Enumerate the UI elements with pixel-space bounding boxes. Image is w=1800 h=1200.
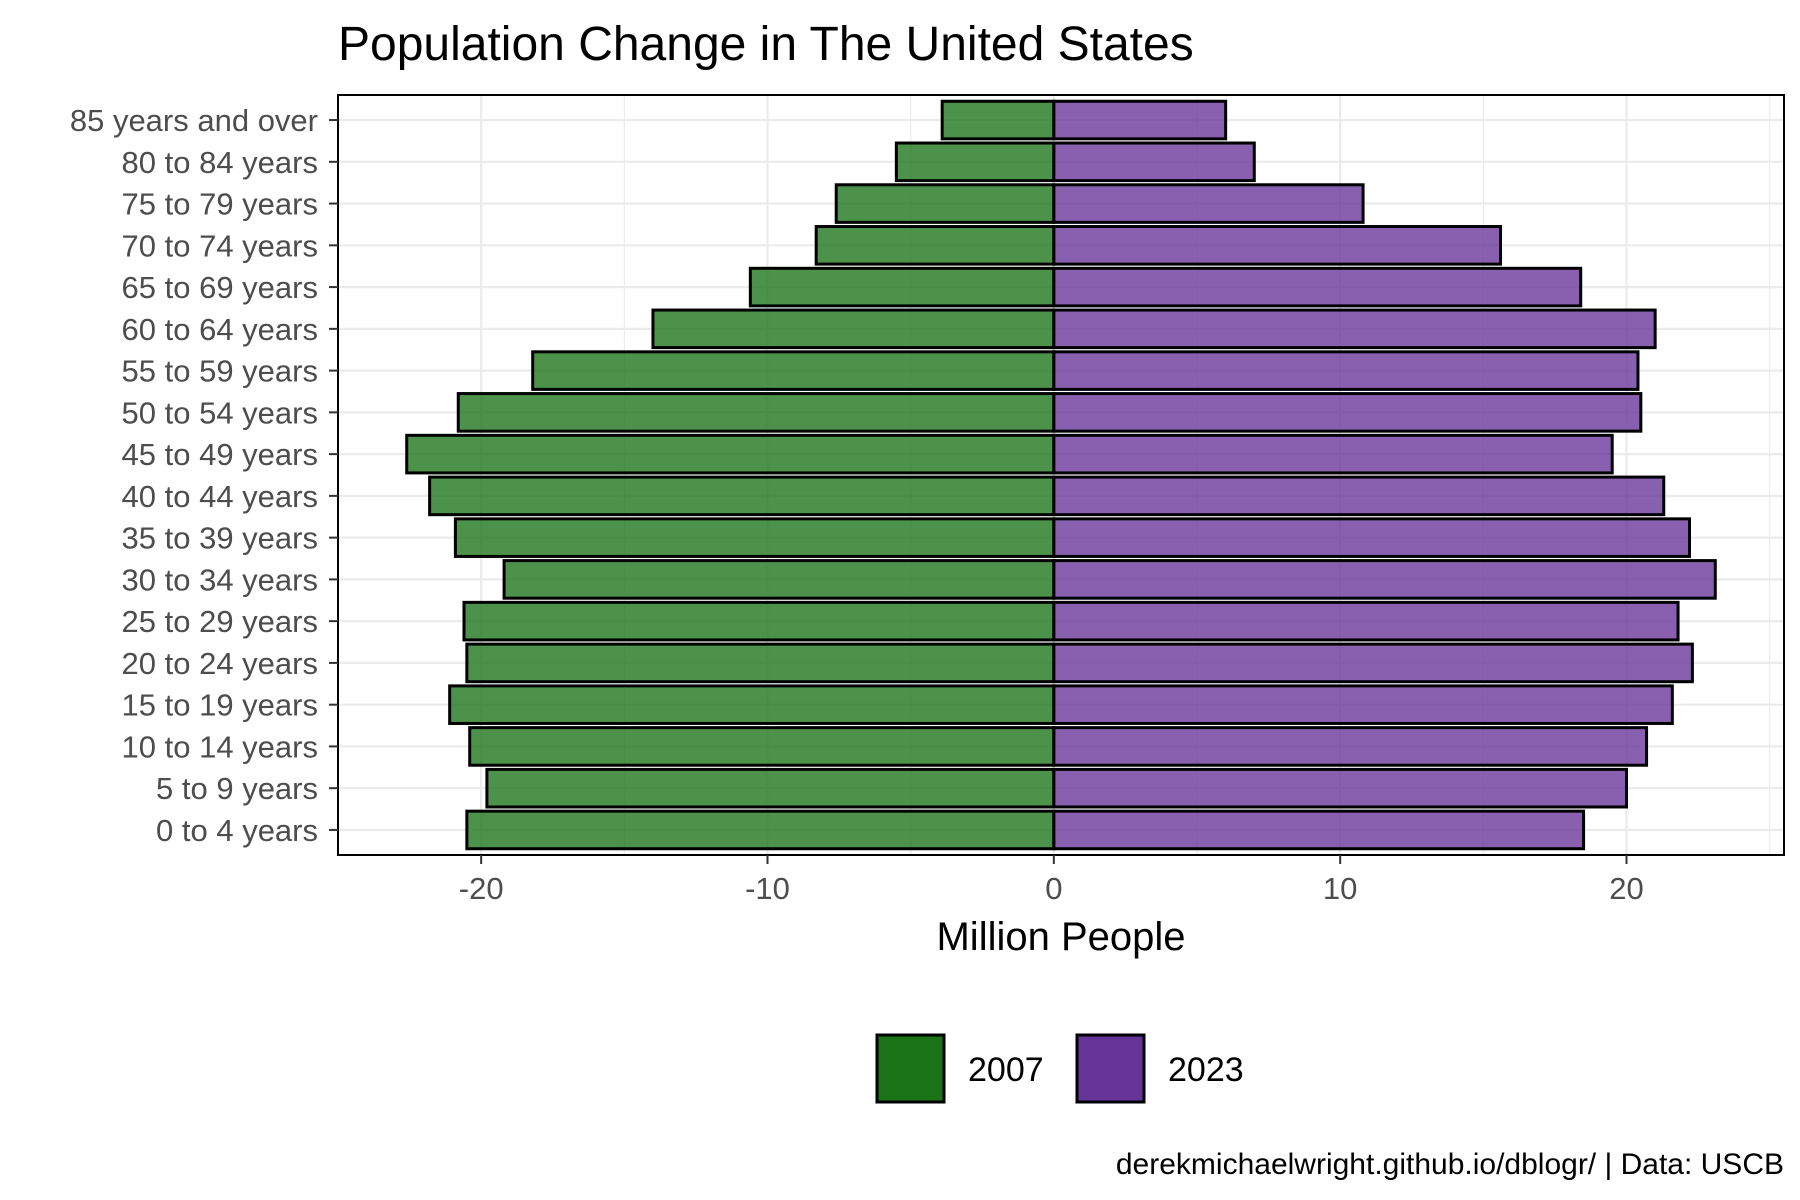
y-tick-label: 45 to 49 years — [122, 437, 318, 472]
bar-2023-30-to-34-years — [1052, 559, 1717, 600]
x-tick-label: 0 — [1045, 871, 1062, 906]
y-tick-label: 75 to 79 years — [122, 187, 318, 222]
bar-2023-25-to-29-years — [1052, 600, 1680, 642]
bar-2007-0-to-4-years — [465, 809, 1056, 851]
y-tick-label: 60 to 64 years — [122, 312, 318, 347]
bar-2007-35-to-39-years — [453, 517, 1056, 558]
bar-2007-25-to-29-years — [462, 600, 1056, 642]
bar-2023-45-to-49-years — [1052, 433, 1614, 475]
bars — [405, 99, 1717, 851]
y-tick-label: 85 years and over — [70, 103, 318, 138]
bar-2007-10-to-14-years — [468, 726, 1056, 767]
x-tick-label: 10 — [1323, 871, 1357, 906]
bar-2023-85-years-and-over — [1052, 99, 1228, 141]
bar-2007-15-to-19-years — [448, 684, 1056, 725]
x-tick-label: -10 — [745, 871, 790, 906]
bar-2023-75-to-79-years — [1052, 183, 1365, 224]
bar-2023-80-to-84-years — [1052, 141, 1256, 183]
bar-2007-40-to-44-years — [428, 475, 1056, 517]
x-axis: -20 -10 0 10 20 — [459, 855, 1644, 906]
y-tick-label: 70 to 74 years — [122, 228, 318, 263]
bar-2023-65-to-69-years — [1052, 266, 1583, 308]
bar-2023-40-to-44-years — [1052, 475, 1666, 517]
y-tick-label: 35 to 39 years — [122, 521, 318, 556]
bar-2007-55-to-59-years — [531, 350, 1056, 391]
x-tick-label: -20 — [459, 871, 504, 906]
legend-swatch-2007 — [875, 1033, 946, 1104]
chart-title: Population Change in The United States — [338, 18, 1194, 71]
legend-label-2007: 2007 — [968, 1051, 1044, 1089]
bar-2007-65-to-69-years — [748, 266, 1056, 308]
bar-2023-55-to-59-years — [1052, 350, 1640, 391]
y-tick-label: 10 to 14 years — [122, 729, 318, 764]
bar-2007-85-years-and-over — [940, 99, 1056, 141]
y-tick-label: 25 to 29 years — [122, 604, 318, 639]
legend-swatch-2023 — [1075, 1033, 1146, 1104]
bar-2023-60-to-64-years — [1052, 308, 1657, 350]
bar-2023-20-to-24-years — [1052, 642, 1694, 684]
bar-2007-50-to-54-years — [456, 392, 1056, 433]
y-tick-label: 5 to 9 years — [156, 771, 318, 806]
y-tick-label: 20 to 24 years — [122, 646, 318, 681]
legend-label-2023: 2023 — [1168, 1051, 1244, 1089]
bar-2023-15-to-19-years — [1052, 684, 1674, 725]
y-tick-label: 50 to 54 years — [122, 395, 318, 430]
bar-2023-0-to-4-years — [1052, 809, 1586, 851]
bar-2007-45-to-49-years — [405, 433, 1056, 475]
y-tick-label: 15 to 19 years — [122, 688, 318, 723]
bar-2023-70-to-74-years — [1052, 225, 1503, 266]
x-tick-label: 20 — [1609, 871, 1643, 906]
legend: 2007 2023 — [875, 1033, 1244, 1104]
y-tick-label: 55 to 59 years — [122, 354, 318, 389]
bar-2007-80-to-84-years — [894, 141, 1056, 183]
y-tick-label: 30 to 34 years — [122, 562, 318, 597]
bar-2007-75-to-79-years — [834, 183, 1056, 224]
y-tick-label: 0 to 4 years — [156, 813, 318, 848]
bar-2023-5-to-9-years — [1052, 767, 1629, 809]
x-axis-title: Million People — [936, 915, 1185, 959]
y-tick-label: 80 to 84 years — [122, 145, 318, 180]
bar-2023-35-to-39-years — [1052, 517, 1692, 558]
bar-2007-30-to-34-years — [502, 559, 1056, 600]
bar-2007-20-to-24-years — [465, 642, 1056, 684]
bar-2023-50-to-54-years — [1052, 392, 1643, 433]
bar-2023-10-to-14-years — [1052, 726, 1649, 767]
bar-2007-5-to-9-years — [485, 767, 1056, 809]
y-tick-label: 65 to 69 years — [122, 270, 318, 305]
y-axis: 0 to 4 years 5 to 9 years 10 to 14 years 15… — [70, 103, 338, 848]
chart-caption: derekmichaelwright.github.io/dblogr/ | D… — [1116, 1148, 1784, 1181]
y-tick-label: 40 to 44 years — [122, 479, 318, 514]
bar-2007-60-to-64-years — [651, 308, 1056, 350]
panel-border — [337, 94, 1785, 856]
bar-2007-70-to-74-years — [814, 225, 1056, 266]
